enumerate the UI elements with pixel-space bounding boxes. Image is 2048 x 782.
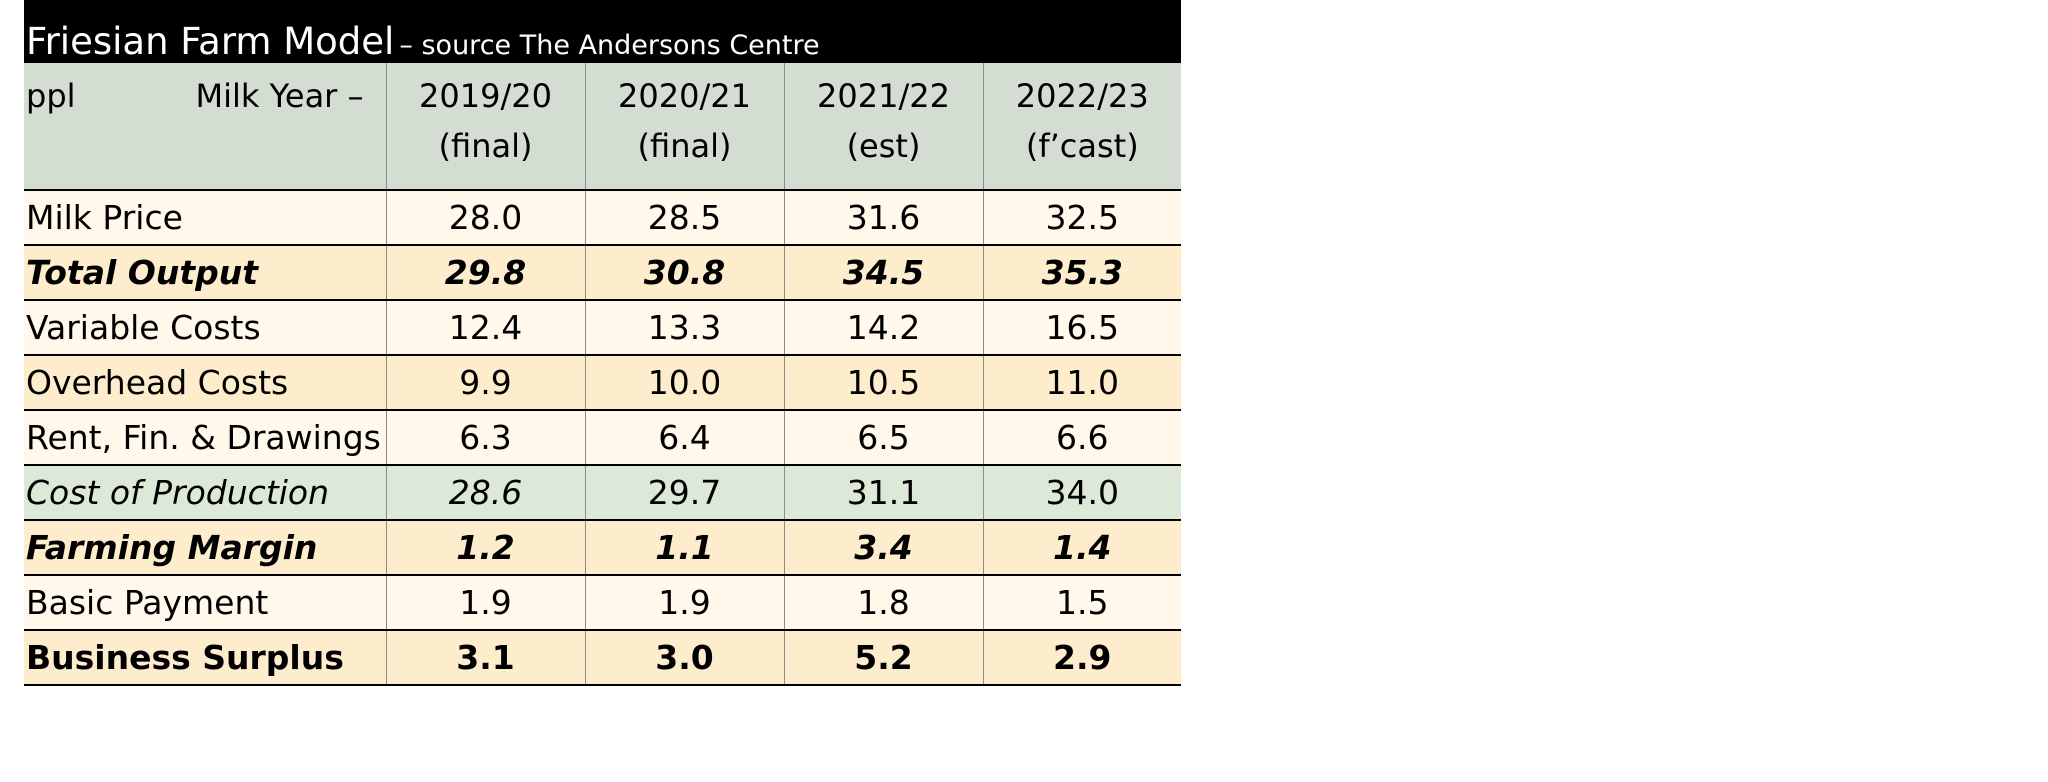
year-label: 2022/23 <box>1015 77 1149 115</box>
row-label: Overhead Costs <box>24 355 386 411</box>
row-label: Rent, Fin. & Drawings <box>24 410 386 466</box>
title-source: – source The Andersons Centre <box>399 30 820 61</box>
row-milk-price: Milk Price 28.0 28.5 31.6 32.5 <box>24 190 1182 246</box>
value-cell: 3.0 <box>584 630 784 686</box>
row-overhead-costs: Overhead Costs 9.9 10.0 10.5 11.0 <box>24 355 1182 411</box>
value-cell: 1.5 <box>982 575 1182 631</box>
value-cell: 31.1 <box>783 465 983 521</box>
row-variable-costs: Variable Costs 12.4 13.3 14.2 16.5 <box>24 300 1182 356</box>
friesian-farm-model-table: Friesian Farm Model – source The Anderso… <box>24 0 1182 686</box>
year-label: 2020/21 <box>618 77 751 115</box>
row-rent-fin-drawings: Rent, Fin. & Drawings 6.3 6.4 6.5 6.6 <box>24 410 1182 466</box>
table-title: Friesian Farm Model – source The Anderso… <box>24 0 1182 63</box>
year-label: 2021/22 <box>817 77 950 115</box>
milk-year-label: Milk Year – <box>195 77 364 115</box>
value-cell: 28.6 <box>385 465 585 521</box>
value-cell: 28.0 <box>385 190 585 246</box>
year-header-1: 2019/20 (final) <box>385 63 585 191</box>
value-cell: 35.3 <box>982 245 1182 301</box>
row-label: Business Surplus <box>24 630 386 686</box>
value-cell: 30.8 <box>584 245 784 301</box>
value-cell: 34.0 <box>982 465 1182 521</box>
value-cell: 14.2 <box>783 300 983 356</box>
value-cell: 10.0 <box>584 355 784 411</box>
value-cell: 34.5 <box>783 245 983 301</box>
value-cell: 6.3 <box>385 410 585 466</box>
value-cell: 1.9 <box>584 575 784 631</box>
title-row: Friesian Farm Model – source The Anderso… <box>24 0 1182 63</box>
title-main: Friesian Farm Model <box>26 20 395 63</box>
value-cell: 12.4 <box>385 300 585 356</box>
value-cell: 11.0 <box>982 355 1182 411</box>
row-label: Total Output <box>24 245 386 301</box>
header-row: ppl Milk Year – 2019/20 (final) 2020/21 (f… <box>24 63 1182 191</box>
year-header-4: 2022/23 (f’cast) <box>982 63 1182 191</box>
value-cell: 28.5 <box>584 190 784 246</box>
value-cell: 1.4 <box>982 520 1182 576</box>
row-basic-payment: Basic Payment 1.9 1.9 1.8 1.5 <box>24 575 1182 631</box>
year-header-3: 2021/22 (est) <box>783 63 983 191</box>
row-label: Farming Margin <box>24 520 386 576</box>
value-cell: 6.6 <box>982 410 1182 466</box>
year-status: (f’cast) <box>1025 127 1139 165</box>
row-label: Basic Payment <box>24 575 386 631</box>
row-label: Milk Price <box>24 190 386 246</box>
header-label-cell: ppl Milk Year – <box>24 63 386 191</box>
year-status: (est) <box>846 127 921 165</box>
value-cell: 3.4 <box>783 520 983 576</box>
year-status: (final) <box>438 127 533 165</box>
value-cell: 10.5 <box>783 355 983 411</box>
value-cell: 32.5 <box>982 190 1182 246</box>
value-cell: 31.6 <box>783 190 983 246</box>
value-cell: 1.9 <box>385 575 585 631</box>
value-cell: 16.5 <box>982 300 1182 356</box>
value-cell: 29.7 <box>584 465 784 521</box>
value-cell: 6.5 <box>783 410 983 466</box>
row-cost-of-production: Cost of Production 28.6 29.7 31.1 34.0 <box>24 465 1182 521</box>
value-cell: 6.4 <box>584 410 784 466</box>
value-cell: 5.2 <box>783 630 983 686</box>
value-cell: 29.8 <box>385 245 585 301</box>
row-business-surplus: Business Surplus 3.1 3.0 5.2 2.9 <box>24 630 1182 686</box>
row-farming-margin: Farming Margin 1.2 1.1 3.4 1.4 <box>24 520 1182 576</box>
row-label: Cost of Production <box>24 465 386 521</box>
year-label: 2019/20 <box>419 77 552 115</box>
value-cell: 9.9 <box>385 355 585 411</box>
value-cell: 1.2 <box>385 520 585 576</box>
row-total-output: Total Output 29.8 30.8 34.5 35.3 <box>24 245 1182 301</box>
value-cell: 3.1 <box>385 630 585 686</box>
year-status: (final) <box>637 127 732 165</box>
year-header-2: 2020/21 (final) <box>584 63 784 191</box>
value-cell: 1.1 <box>584 520 784 576</box>
row-label: Variable Costs <box>24 300 386 356</box>
value-cell: 2.9 <box>982 630 1182 686</box>
value-cell: 13.3 <box>584 300 784 356</box>
unit-label: ppl <box>26 77 76 115</box>
value-cell: 1.8 <box>783 575 983 631</box>
